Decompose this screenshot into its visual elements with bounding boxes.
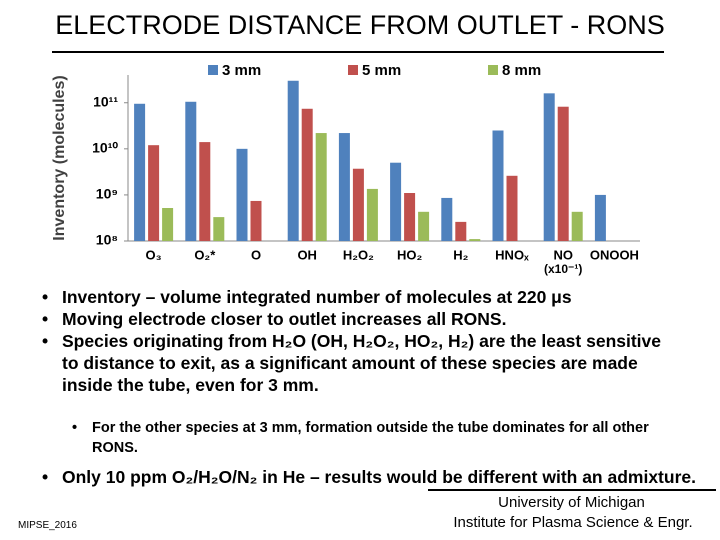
x-tick-label: OH — [297, 247, 317, 262]
bar — [199, 142, 211, 241]
x-tick-label: O₃ — [146, 247, 162, 262]
bullet: Moving electrode closer to outlet increa… — [42, 308, 667, 330]
bullet: Only 10 ppm O₂/H₂O/N₂ in He – results wo… — [42, 466, 702, 488]
bullet: Inventory – volume integrated number of … — [42, 286, 667, 308]
affiliation: University of Michigan — [498, 494, 645, 511]
bar — [390, 162, 402, 241]
bar — [301, 108, 313, 241]
legend-swatch — [348, 65, 358, 75]
bar — [148, 145, 160, 241]
bar — [506, 175, 518, 241]
event: MIPSE_2016 — [18, 520, 77, 531]
bar — [134, 103, 146, 242]
bar — [594, 194, 606, 241]
x-tick-label: ONOOH — [590, 247, 639, 262]
bullet-list: Inventory – volume integrated number of … — [42, 286, 667, 396]
x-tick-label: HO₂ — [397, 247, 423, 262]
bar — [352, 168, 364, 241]
bar — [162, 208, 174, 241]
y-tick-label: 10¹¹ — [93, 93, 118, 109]
bar — [404, 193, 416, 241]
legend-label: 3 mm — [222, 62, 261, 79]
bar — [455, 221, 467, 241]
x-tick-label: O — [251, 247, 261, 262]
bar — [236, 148, 248, 241]
closing-list: Only 10 ppm O₂/H₂O/N₂ in He – results wo… — [42, 466, 702, 488]
bullet: Species originating from H₂O (OH, H₂O₂, … — [42, 330, 667, 396]
x-tick-label: H₂O₂ — [343, 247, 374, 262]
legend-label: 8 mm — [502, 62, 541, 79]
x-tick-label: NO — [553, 247, 573, 262]
bar — [366, 188, 378, 241]
x-tick-label: H₂ — [453, 247, 468, 262]
bar — [338, 133, 350, 241]
slide-title: ELECTRODE DISTANCE FROM OUTLET - RONS — [55, 10, 665, 40]
x-tick-label: O₂* — [194, 247, 216, 262]
bar — [287, 80, 299, 241]
bar — [213, 217, 225, 241]
bar — [315, 133, 327, 241]
bar — [469, 239, 481, 241]
y-axis-label: Inventory (molecules) — [51, 75, 68, 240]
y-tick-label: 10⁸ — [96, 232, 118, 248]
y-tick-label: 10⁹ — [96, 186, 118, 202]
y-tick-label: 10¹⁰ — [92, 140, 118, 156]
bar — [185, 101, 197, 241]
bar — [492, 130, 504, 241]
x-tick-label: HNOₓ — [495, 247, 529, 262]
bar — [441, 197, 453, 241]
affiliation: Institute for Plasma Science & Engr. — [453, 514, 693, 531]
legend-swatch — [208, 65, 218, 75]
bar — [557, 106, 569, 241]
sub-bullet: For the other species at 3 mm, formation… — [72, 418, 692, 458]
bar — [418, 211, 430, 241]
bar — [543, 93, 555, 241]
legend-label: 5 mm — [362, 62, 401, 79]
bar — [250, 200, 262, 241]
sub-bullet-list: For the other species at 3 mm, formation… — [72, 418, 692, 458]
bar — [571, 211, 583, 241]
legend-swatch — [488, 65, 498, 75]
note: (x10⁻¹) — [544, 262, 582, 276]
